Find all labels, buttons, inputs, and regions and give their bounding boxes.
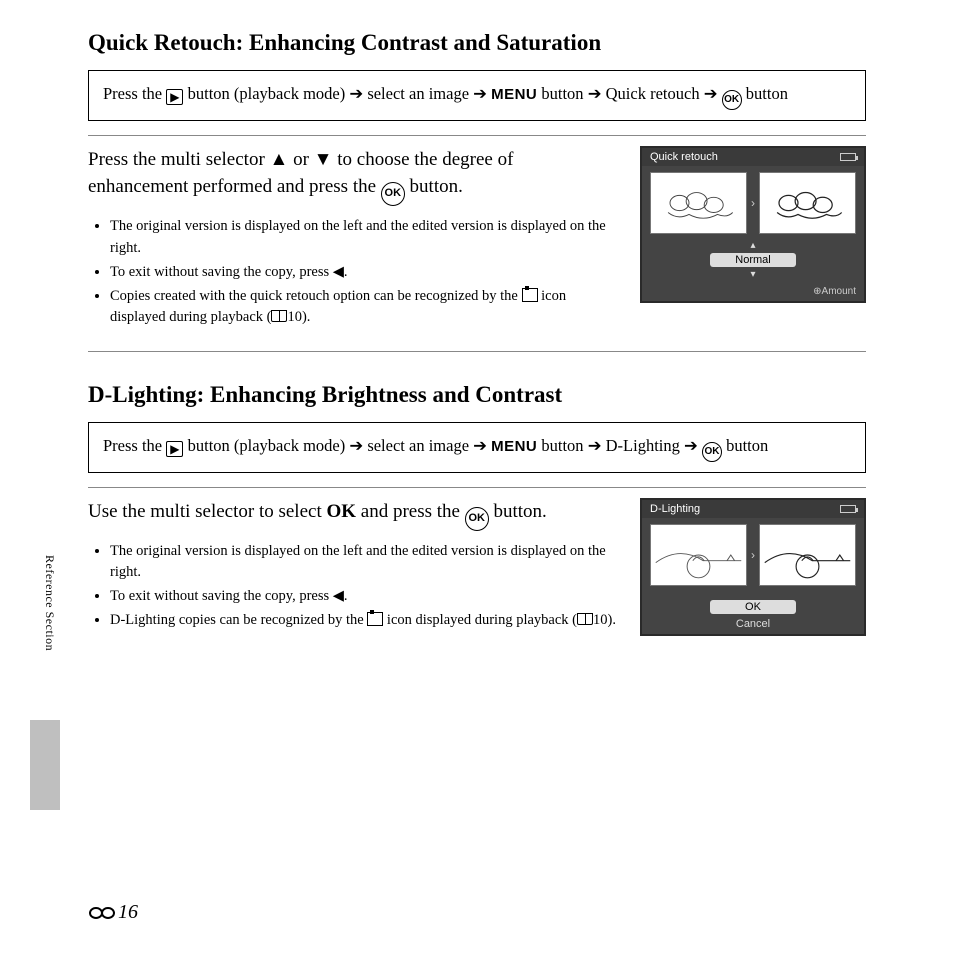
left-icon: ◀	[333, 264, 344, 280]
amount-pill: Normal	[710, 253, 796, 267]
text: 10).	[593, 612, 616, 628]
text: To exit without saving the copy, press	[110, 588, 333, 604]
text: To exit without saving the copy, press	[110, 264, 333, 280]
text: Use the multi selector to select	[88, 501, 326, 522]
dlighting-screen: D-Lighting › OK Cancel	[640, 498, 866, 636]
section1-lead: Press the multi selector ▲ or ▼ to choos…	[88, 146, 616, 207]
chain-icon	[88, 904, 116, 922]
text: D-Lighting copies can be recognized by t…	[110, 612, 367, 628]
bullet: Copies created with the quick retouch op…	[110, 286, 616, 330]
divider	[88, 487, 866, 488]
book-icon	[577, 613, 593, 625]
down-icon: ▼	[314, 149, 333, 170]
quick-retouch-screen: Quick retouch › ▴ Normal ▾ ⊕Amount	[640, 146, 866, 303]
menu-label: MENU	[491, 438, 537, 455]
text: button (playback mode)	[188, 436, 350, 455]
ok-icon: OK	[465, 507, 489, 531]
ok-pill: OK	[710, 600, 796, 614]
bullet: The original version is displayed on the…	[110, 541, 616, 585]
text: icon displayed during playback (	[383, 612, 577, 628]
text: .	[344, 588, 348, 604]
divider	[88, 351, 866, 352]
arrow-icon: ➔	[588, 85, 602, 103]
arrow-icon: ➔	[473, 437, 487, 455]
down-indicator: ▾	[642, 269, 864, 280]
bullet: D-Lighting copies can be recognized by t…	[110, 610, 616, 632]
arrow-icon: ➔	[473, 85, 487, 103]
bullet: The original version is displayed on the…	[110, 216, 616, 260]
text: D-Lighting	[606, 436, 684, 455]
divider	[88, 135, 866, 136]
text: button (playback mode)	[188, 84, 350, 103]
section2-lead: Use the multi selector to select OK and …	[88, 498, 616, 531]
cancel-label: Cancel	[642, 618, 864, 630]
text: Press the multi selector	[88, 149, 270, 170]
battery-icon	[840, 153, 856, 161]
arrow-icon: ➔	[588, 437, 602, 455]
text: Copies created with the quick retouch op…	[110, 288, 522, 304]
text: Quick retouch	[606, 84, 704, 103]
text: or	[293, 149, 314, 170]
text: button.	[494, 501, 547, 522]
ok-icon: OK	[722, 90, 742, 110]
section1-title: Quick Retouch: Enhancing Contrast and Sa…	[88, 30, 866, 56]
text: Press the	[103, 436, 166, 455]
book-icon	[271, 310, 287, 322]
section1-instruction-box: Press the ▶ button (playback mode) ➔ sel…	[88, 70, 866, 121]
ok-text: OK	[326, 501, 356, 522]
arrow-icon: ➔	[349, 437, 363, 455]
chevron-icon: ›	[751, 196, 755, 210]
text: button	[541, 84, 587, 103]
up-icon: ▲	[270, 149, 289, 170]
text: button	[746, 84, 788, 103]
bullet: To exit without saving the copy, press ◀…	[110, 586, 616, 608]
text: Press the	[103, 84, 166, 103]
chevron-icon: ›	[751, 548, 755, 562]
play-icon: ▶	[166, 441, 183, 457]
text: select an image	[367, 436, 473, 455]
section2-instruction-box: Press the ▶ button (playback mode) ➔ sel…	[88, 422, 866, 473]
ok-icon: OK	[381, 182, 405, 206]
ok-icon: OK	[702, 442, 722, 462]
text: button	[726, 436, 768, 455]
arrow-icon: ➔	[349, 85, 363, 103]
screen-title: D-Lighting	[650, 503, 700, 515]
page-num-text: 16	[118, 901, 138, 924]
screen-title: Quick retouch	[650, 151, 718, 163]
thumb-original	[650, 524, 747, 586]
text: 10).	[287, 309, 310, 325]
amount-label: ⊕Amount	[642, 282, 864, 297]
text: .	[344, 264, 348, 280]
left-icon: ◀	[333, 588, 344, 604]
text: button.	[410, 176, 463, 197]
side-bar	[30, 720, 60, 810]
menu-label: MENU	[491, 86, 537, 103]
section2-bullets: The original version is displayed on the…	[110, 541, 616, 632]
up-indicator: ▴	[642, 240, 864, 251]
section1-content: Press the multi selector ▲ or ▼ to choos…	[88, 146, 866, 331]
bullet: To exit without saving the copy, press ◀…	[110, 262, 616, 284]
play-icon: ▶	[166, 89, 183, 105]
thumb-edited	[759, 172, 856, 234]
retouch-icon	[522, 288, 538, 302]
section2-title: D-Lighting: Enhancing Brightness and Con…	[88, 382, 866, 408]
dlighting-icon	[367, 612, 383, 626]
text: button	[541, 436, 587, 455]
section1-bullets: The original version is displayed on the…	[110, 216, 616, 329]
arrow-icon: ➔	[684, 437, 698, 455]
thumb-original	[650, 172, 747, 234]
arrow-icon: ➔	[704, 85, 718, 103]
thumb-edited	[759, 524, 856, 586]
section2-content: Use the multi selector to select OK and …	[88, 498, 866, 636]
battery-icon	[840, 505, 856, 513]
text: and press the	[361, 501, 465, 522]
text: select an image	[367, 84, 473, 103]
side-tab: Reference Section	[42, 555, 57, 651]
page-number: 16	[88, 901, 138, 924]
